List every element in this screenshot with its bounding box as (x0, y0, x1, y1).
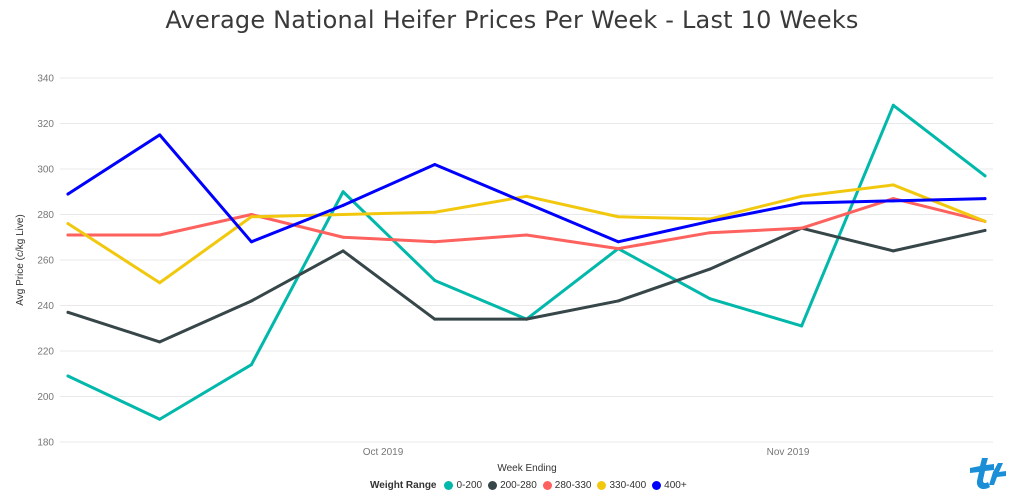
data-point (708, 297, 712, 301)
legend-title: Weight Range (370, 480, 437, 491)
data-point (249, 299, 253, 303)
data-point (433, 162, 437, 166)
data-point (525, 317, 528, 321)
data-point (525, 194, 528, 198)
data-point (891, 249, 895, 253)
data-point (891, 199, 895, 203)
logo-icon (970, 458, 1006, 489)
data-point (341, 235, 345, 239)
x-axis-title: Week Ending (497, 463, 556, 474)
data-point (341, 190, 345, 194)
data-point (800, 194, 804, 198)
data-point (983, 219, 987, 223)
data-point (891, 183, 895, 187)
data-point (708, 219, 712, 223)
data-point (158, 281, 162, 285)
y-tick-label: 220 (37, 347, 54, 358)
legend-items: 0-200 200-280 280-330 330-400 400+ (444, 480, 692, 491)
legend-swatch (542, 481, 552, 490)
x-tick-label: Nov 2019 (767, 447, 810, 458)
series-lines (66, 103, 987, 421)
data-point (66, 233, 70, 237)
x-tick-label: Oct 2019 (363, 447, 404, 458)
data-point (66, 192, 70, 196)
data-point (616, 247, 620, 251)
y-tick-label: 240 (37, 301, 54, 312)
data-point (800, 201, 804, 205)
data-point (249, 240, 253, 244)
data-point (616, 215, 620, 219)
data-point (249, 215, 253, 219)
data-point (525, 233, 528, 237)
series-line-280-330 (66, 197, 987, 251)
data-point (525, 201, 528, 205)
legend-label: 0-200 (456, 480, 483, 491)
grid-lines (60, 77, 993, 443)
data-point (341, 213, 345, 216)
data-point (249, 363, 253, 367)
series-line-200-280 (66, 226, 987, 344)
y-tick-label: 280 (37, 210, 54, 221)
legend: Weight Range 0-200 200-280 280-330 330-400 4… (370, 480, 693, 491)
data-point (708, 267, 712, 271)
legend-item[interactable]: 400+ (652, 480, 687, 491)
series-line-0-200 (66, 103, 987, 421)
legend-label: 330-400 (609, 480, 647, 491)
data-point (983, 174, 987, 178)
data-point (158, 133, 162, 137)
data-point (158, 417, 162, 421)
y-axis-ticks: 180 200 220 240 260 280 300 320 340 (37, 74, 54, 449)
data-point (891, 103, 895, 107)
legend-item[interactable]: 200-280 (488, 480, 537, 491)
data-point (66, 310, 70, 314)
legend-item[interactable]: 280-330 (542, 480, 592, 491)
legend-swatch (488, 481, 498, 490)
data-point (158, 233, 162, 237)
x-axis-ticks: Oct 2019 Nov 2019 (363, 447, 810, 458)
legend-item[interactable]: 330-400 (597, 480, 646, 491)
y-tick-label: 180 (37, 438, 54, 449)
data-point (66, 222, 70, 226)
data-point (341, 203, 345, 207)
data-point (891, 197, 895, 201)
legend-label: 200-280 (500, 480, 537, 491)
data-point (800, 324, 804, 328)
legend-swatch (444, 481, 454, 490)
data-point (983, 228, 987, 232)
data-point (341, 249, 345, 253)
data-point (433, 210, 437, 214)
data-point (708, 231, 712, 235)
y-tick-label: 260 (37, 256, 54, 267)
legend-swatch (652, 481, 662, 490)
data-point (616, 299, 620, 303)
data-point (433, 240, 437, 244)
data-point (66, 374, 70, 378)
y-tick-label: 320 (37, 119, 54, 130)
data-point (616, 240, 620, 244)
y-tick-label: 300 (37, 165, 54, 176)
legend-label: 280-330 (554, 480, 592, 491)
legend-swatch (597, 481, 607, 490)
data-point (800, 226, 804, 230)
data-point (983, 197, 987, 201)
legend-label: 400+ (664, 480, 687, 491)
y-axis-title: Avg Price (c/kg Live) (15, 214, 26, 306)
y-tick-label: 200 (37, 392, 54, 403)
data-point (249, 213, 253, 216)
y-tick-label: 340 (37, 74, 54, 85)
data-point (433, 317, 437, 321)
data-point (158, 340, 162, 344)
data-point (433, 278, 437, 282)
chart-title: Average National Heifer Prices Per Week … (165, 6, 859, 34)
legend-item[interactable]: 0-200 (444, 480, 482, 491)
